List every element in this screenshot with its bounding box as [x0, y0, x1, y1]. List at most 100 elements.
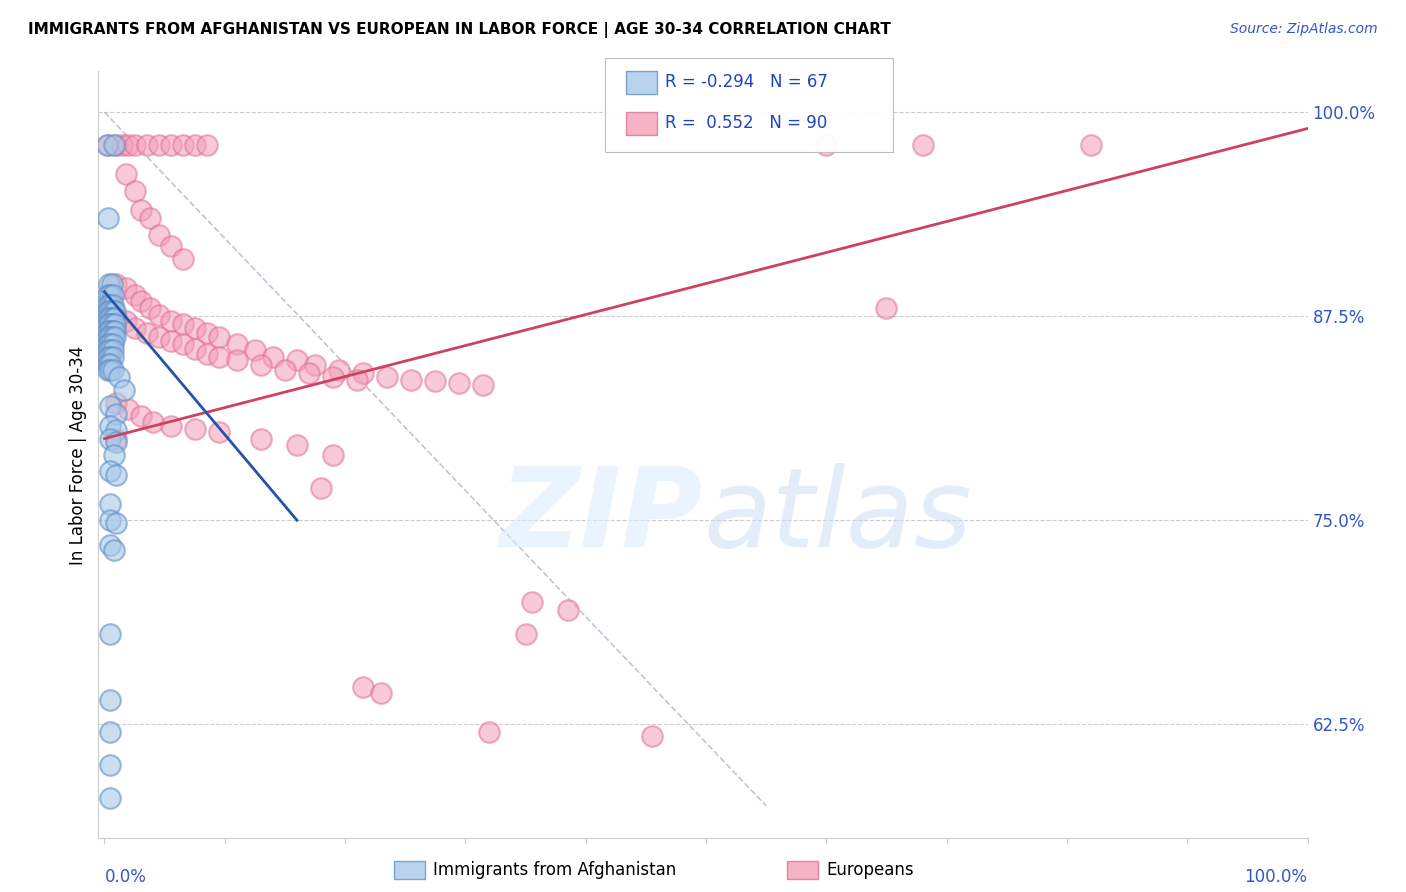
Point	[449, 376, 471, 390]
Point	[172, 318, 194, 332]
Point	[97, 310, 120, 325]
Point	[100, 692, 122, 706]
Text: Source: ZipAtlas.com: Source: ZipAtlas.com	[1230, 22, 1378, 37]
Point	[101, 318, 124, 332]
Point	[172, 137, 194, 152]
Point	[105, 467, 128, 482]
Point	[472, 377, 495, 392]
Point	[101, 310, 124, 325]
Point	[911, 137, 934, 152]
Point	[104, 310, 127, 325]
Point	[159, 137, 181, 152]
Point	[225, 337, 247, 351]
Point	[100, 758, 122, 772]
Point	[105, 516, 128, 531]
Point	[148, 330, 170, 344]
Point	[104, 324, 127, 338]
Point	[124, 320, 146, 334]
Point	[101, 343, 124, 358]
Y-axis label: In Labor Force | Age 30-34: In Labor Force | Age 30-34	[69, 345, 87, 565]
Point	[103, 137, 125, 152]
Point	[208, 330, 231, 344]
Text: R =  0.552   N = 90: R = 0.552 N = 90	[665, 114, 827, 132]
Point	[97, 324, 120, 338]
Point	[285, 353, 308, 368]
Point	[100, 318, 122, 332]
Point	[274, 363, 297, 377]
Point	[97, 211, 120, 226]
Point	[105, 432, 128, 446]
Point	[148, 227, 170, 242]
Point	[375, 369, 398, 384]
Point	[97, 330, 120, 344]
Text: R = -0.294   N = 67: R = -0.294 N = 67	[665, 73, 828, 91]
Point	[97, 337, 120, 351]
Point	[183, 342, 205, 356]
Text: IMMIGRANTS FROM AFGHANISTAN VS EUROPEAN IN LABOR FORCE | AGE 30-34 CORRELATION C: IMMIGRANTS FROM AFGHANISTAN VS EUROPEAN …	[28, 22, 891, 38]
Point	[105, 424, 128, 438]
Point	[100, 513, 122, 527]
Point	[322, 369, 344, 384]
Point	[183, 422, 205, 436]
Point	[104, 304, 127, 318]
Point	[183, 320, 205, 334]
Point	[139, 211, 162, 226]
Point	[298, 367, 321, 381]
Text: ZIP: ZIP	[499, 463, 703, 570]
Point	[97, 137, 120, 152]
Point	[105, 407, 128, 421]
Point	[101, 324, 124, 338]
Point	[285, 438, 308, 452]
Point	[250, 432, 273, 446]
Point	[100, 725, 122, 739]
Point	[309, 481, 332, 495]
Point	[159, 418, 181, 433]
Point	[105, 277, 128, 291]
Point	[195, 137, 218, 152]
Point	[100, 324, 122, 338]
Point	[208, 425, 231, 439]
Point	[96, 137, 118, 152]
Point	[135, 137, 157, 152]
Point	[129, 203, 152, 218]
Point	[97, 298, 120, 312]
Point	[100, 277, 122, 291]
Point	[129, 409, 152, 423]
Point	[105, 395, 128, 409]
Point	[208, 350, 231, 364]
Point	[172, 252, 194, 266]
Point	[108, 369, 131, 384]
Point	[100, 363, 122, 377]
Point	[104, 330, 127, 344]
Point	[124, 288, 146, 302]
Point	[100, 304, 122, 318]
Point	[100, 399, 122, 413]
Point	[815, 137, 838, 152]
Point	[243, 343, 266, 358]
Point	[100, 310, 122, 325]
Point	[322, 448, 344, 462]
Point	[195, 326, 218, 340]
Point	[100, 343, 122, 358]
Point	[97, 343, 120, 358]
Text: atlas: atlas	[703, 463, 972, 570]
Point	[100, 330, 122, 344]
Point	[98, 277, 121, 291]
Point	[100, 497, 122, 511]
Point	[97, 304, 120, 318]
Point	[105, 434, 128, 449]
Point	[100, 298, 122, 312]
Point	[225, 353, 247, 368]
Point	[100, 790, 122, 805]
Point	[101, 298, 124, 312]
Point	[370, 686, 392, 700]
Point	[117, 137, 139, 152]
Point	[115, 314, 138, 328]
Point	[111, 137, 134, 152]
Point	[425, 375, 447, 389]
Point	[97, 350, 120, 364]
Point	[100, 350, 122, 364]
Point	[100, 288, 122, 302]
Point	[520, 595, 543, 609]
Point	[172, 337, 194, 351]
